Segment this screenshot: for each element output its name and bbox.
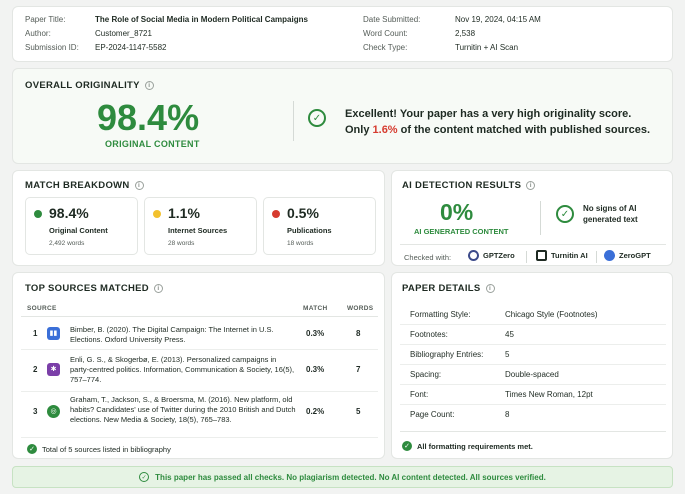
gptzero-icon: [468, 250, 479, 261]
meta-check-type: Check Type: Turnitin + AI Scan: [363, 43, 519, 52]
match-title: MATCH BREAKDOWN i: [25, 180, 144, 191]
formatting-ok: ✓ All formatting requirements met.: [402, 441, 533, 451]
meta-word-count: Word Count: 2,538: [363, 29, 476, 38]
meta-submission-id: Submission ID: EP-2024-1147-5582: [25, 43, 167, 52]
match-box-publications: 0.5% Publications 18 words: [263, 197, 376, 255]
ai-percent: 0%: [440, 199, 474, 225]
top-sources-card: TOP SOURCES MATCHED i SOURCE MATCH WORDS…: [12, 272, 385, 459]
originality-label: ORIGINAL CONTENT: [105, 139, 200, 149]
ai-message: No signs of AI generated text: [583, 204, 638, 224]
sources-total: ✓ Total of 5 sources listed in bibliogra…: [27, 444, 171, 454]
checked-with-label: Checked with:: [404, 253, 452, 262]
check-circle-icon: ✓: [139, 472, 150, 482]
divider: [400, 431, 666, 432]
info-icon[interactable]: i: [144, 81, 154, 90]
divider: [293, 101, 294, 141]
globe-icon: ◎: [47, 405, 60, 418]
divider: [596, 251, 597, 263]
divider: [21, 391, 378, 392]
check-icon: ✓: [27, 444, 37, 454]
divider: [540, 201, 541, 235]
divider: [526, 251, 527, 263]
meta-date-submitted: Date Submitted: Nov 19, 2024, 04:15 AM: [363, 15, 541, 24]
submission-header: Paper Title: The Role of Social Media in…: [12, 6, 673, 62]
zerogpt-icon: [604, 250, 615, 261]
paper-details-card: PAPER DETAILS i Formatting Style: Chicag…: [391, 272, 673, 459]
yellow-dot-icon: [153, 210, 161, 218]
ai-label: AI GENERATED CONTENT: [414, 227, 509, 236]
tool-turnitin: Turnitin AI: [536, 250, 588, 261]
detail-row-page-count: Page Count: 8: [410, 410, 510, 419]
detail-row-formatting-style: Formatting Style: Chicago Style (Footnot…: [400, 305, 666, 325]
match-box-original: 98.4% Original Content 2,492 words: [25, 197, 138, 255]
overall-originality-card: OVERALL ORIGINALITY i 98.4% ORIGINAL CON…: [12, 68, 673, 164]
meta-author: Author: Customer_8721: [25, 29, 152, 38]
meta-paper-title: Paper Title: The Role of Social Media in…: [25, 15, 308, 24]
info-icon[interactable]: i: [153, 284, 163, 293]
red-dot-icon: [272, 210, 280, 218]
check-circle-icon: ✓: [556, 205, 574, 223]
sources-title: TOP SOURCES MATCHED i: [25, 283, 163, 294]
detail-row-spacing: Spacing: Double-spaced: [400, 365, 666, 385]
col-words: WORDS: [347, 305, 374, 312]
divider: [400, 244, 666, 245]
info-icon[interactable]: i: [134, 181, 144, 190]
detail-row-font: Font: Times New Roman, 12pt: [400, 385, 666, 405]
ai-title: AI DETECTION RESULTS i: [402, 180, 536, 191]
col-match: MATCH: [303, 305, 328, 312]
originality-message: Excellent! Your paper has a very high or…: [345, 108, 651, 136]
ai-detection-card: AI DETECTION RESULTS i 0% AI GENERATED C…: [391, 170, 673, 266]
info-icon[interactable]: i: [485, 284, 495, 293]
detail-row-bibliography: Bibliography Entries: 5: [400, 345, 666, 365]
divider: [21, 316, 378, 317]
turnitin-icon: [536, 250, 547, 261]
info-icon[interactable]: i: [526, 181, 536, 190]
originality-percent: 98.4%: [97, 97, 200, 138]
details-title: PAPER DETAILS i: [402, 283, 495, 294]
divider: [21, 437, 378, 438]
divider: [21, 349, 378, 350]
green-dot-icon: [34, 210, 42, 218]
detail-row-footnotes: Footnotes: 45: [400, 325, 666, 345]
col-source: SOURCE: [27, 305, 57, 312]
book-icon: ▮▮: [47, 327, 60, 340]
network-icon: ✱: [47, 363, 60, 376]
match-breakdown-card: MATCH BREAKDOWN i 98.4% Original Content…: [12, 170, 385, 266]
overall-title: OVERALL ORIGINALITY i: [25, 80, 154, 91]
tool-gptzero: GPTZero: [468, 250, 515, 261]
status-banner: ✓ This paper has passed all checks. No p…: [12, 466, 673, 488]
tool-zerogpt: ZeroGPT: [604, 250, 651, 261]
match-box-internet: 1.1% Internet Sources 28 words: [144, 197, 257, 255]
check-circle-icon: ✓: [308, 109, 326, 127]
check-icon: ✓: [402, 441, 412, 451]
